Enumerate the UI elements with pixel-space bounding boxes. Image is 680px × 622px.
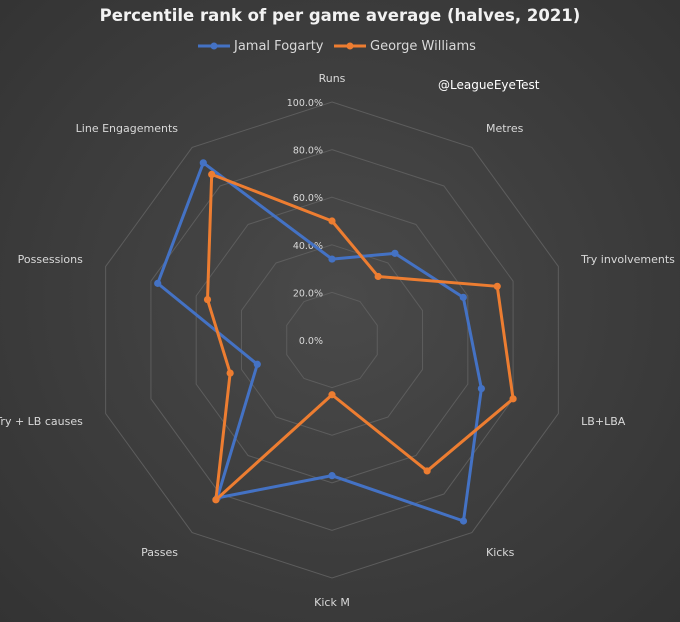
- category-label: Try involvements: [580, 253, 675, 266]
- data-point-series-2: [328, 217, 336, 225]
- grid-ring-1: [286, 291, 378, 389]
- category-label: Metres: [486, 122, 524, 135]
- category-label: Kicks: [486, 546, 515, 559]
- tick-label: 100.0%: [287, 98, 323, 109]
- legend-item-series-2: George Williams: [334, 39, 476, 54]
- legend-marker-series-1: [210, 42, 218, 50]
- grid-ring-3: [195, 196, 469, 484]
- data-point-series-2: [374, 272, 382, 281]
- data-point-series-2: [203, 295, 212, 304]
- data-point-series-2: [328, 391, 336, 399]
- tick-label: 40.0%: [293, 241, 323, 252]
- data-point-series-1: [199, 159, 207, 167]
- data-point-series-1: [459, 293, 467, 301]
- data-point-series-1: [253, 360, 261, 368]
- data-point-series-2: [493, 282, 501, 290]
- legend-label-series-1: Jamal Fogarty: [233, 39, 324, 54]
- radial-tick-labels: 0.0% 20.0% 40.0% 60.0% 80.0% 100.0%: [287, 98, 323, 347]
- legend-item-series-1: Jamal Fogarty: [198, 39, 324, 54]
- category-label: Passes: [141, 546, 178, 559]
- legend-marker-series-2: [346, 42, 354, 50]
- tick-label: 20.0%: [293, 288, 323, 299]
- category-labels: Runs Metres Try involvements LB+LBA Kicks Kic…: [0, 72, 675, 609]
- data-point-series-2: [226, 369, 234, 377]
- category-label: Runs: [319, 72, 346, 85]
- data-point-series-1: [391, 249, 399, 257]
- grid-ring-2: [240, 244, 424, 436]
- chart-title: Percentile rank of per game average (hal…: [100, 6, 581, 25]
- data-point-series-1: [328, 472, 336, 480]
- data-point-series-1: [477, 384, 485, 393]
- tick-label: 80.0%: [293, 146, 323, 157]
- tick-label: 60.0%: [293, 193, 323, 204]
- tick-label: 0.0%: [299, 336, 323, 347]
- data-point-series-2: [423, 467, 431, 475]
- data-point-series-1: [328, 255, 336, 263]
- watermark: @LeagueEyeTest: [438, 78, 540, 92]
- data-point-series-2: [208, 170, 216, 179]
- grid-ring-5: [105, 101, 559, 579]
- radar-grid: [105, 101, 559, 579]
- legend-label-series-2: George Williams: [370, 39, 476, 54]
- category-label: Try + LB causes: [0, 415, 83, 428]
- data-point-series-1: [154, 279, 162, 287]
- category-label: Possessions: [18, 253, 83, 266]
- legend: Jamal Fogarty George Williams: [198, 39, 476, 54]
- data-point-series-2: [509, 395, 517, 403]
- category-label: Line Engagements: [76, 122, 179, 135]
- data-point-series-2: [212, 496, 220, 504]
- category-label: Kick M: [314, 596, 350, 609]
- category-label: LB+LBA: [581, 415, 626, 428]
- series-layer: [154, 159, 517, 525]
- data-point-series-1: [459, 517, 468, 525]
- grid-ring-4: [150, 149, 514, 531]
